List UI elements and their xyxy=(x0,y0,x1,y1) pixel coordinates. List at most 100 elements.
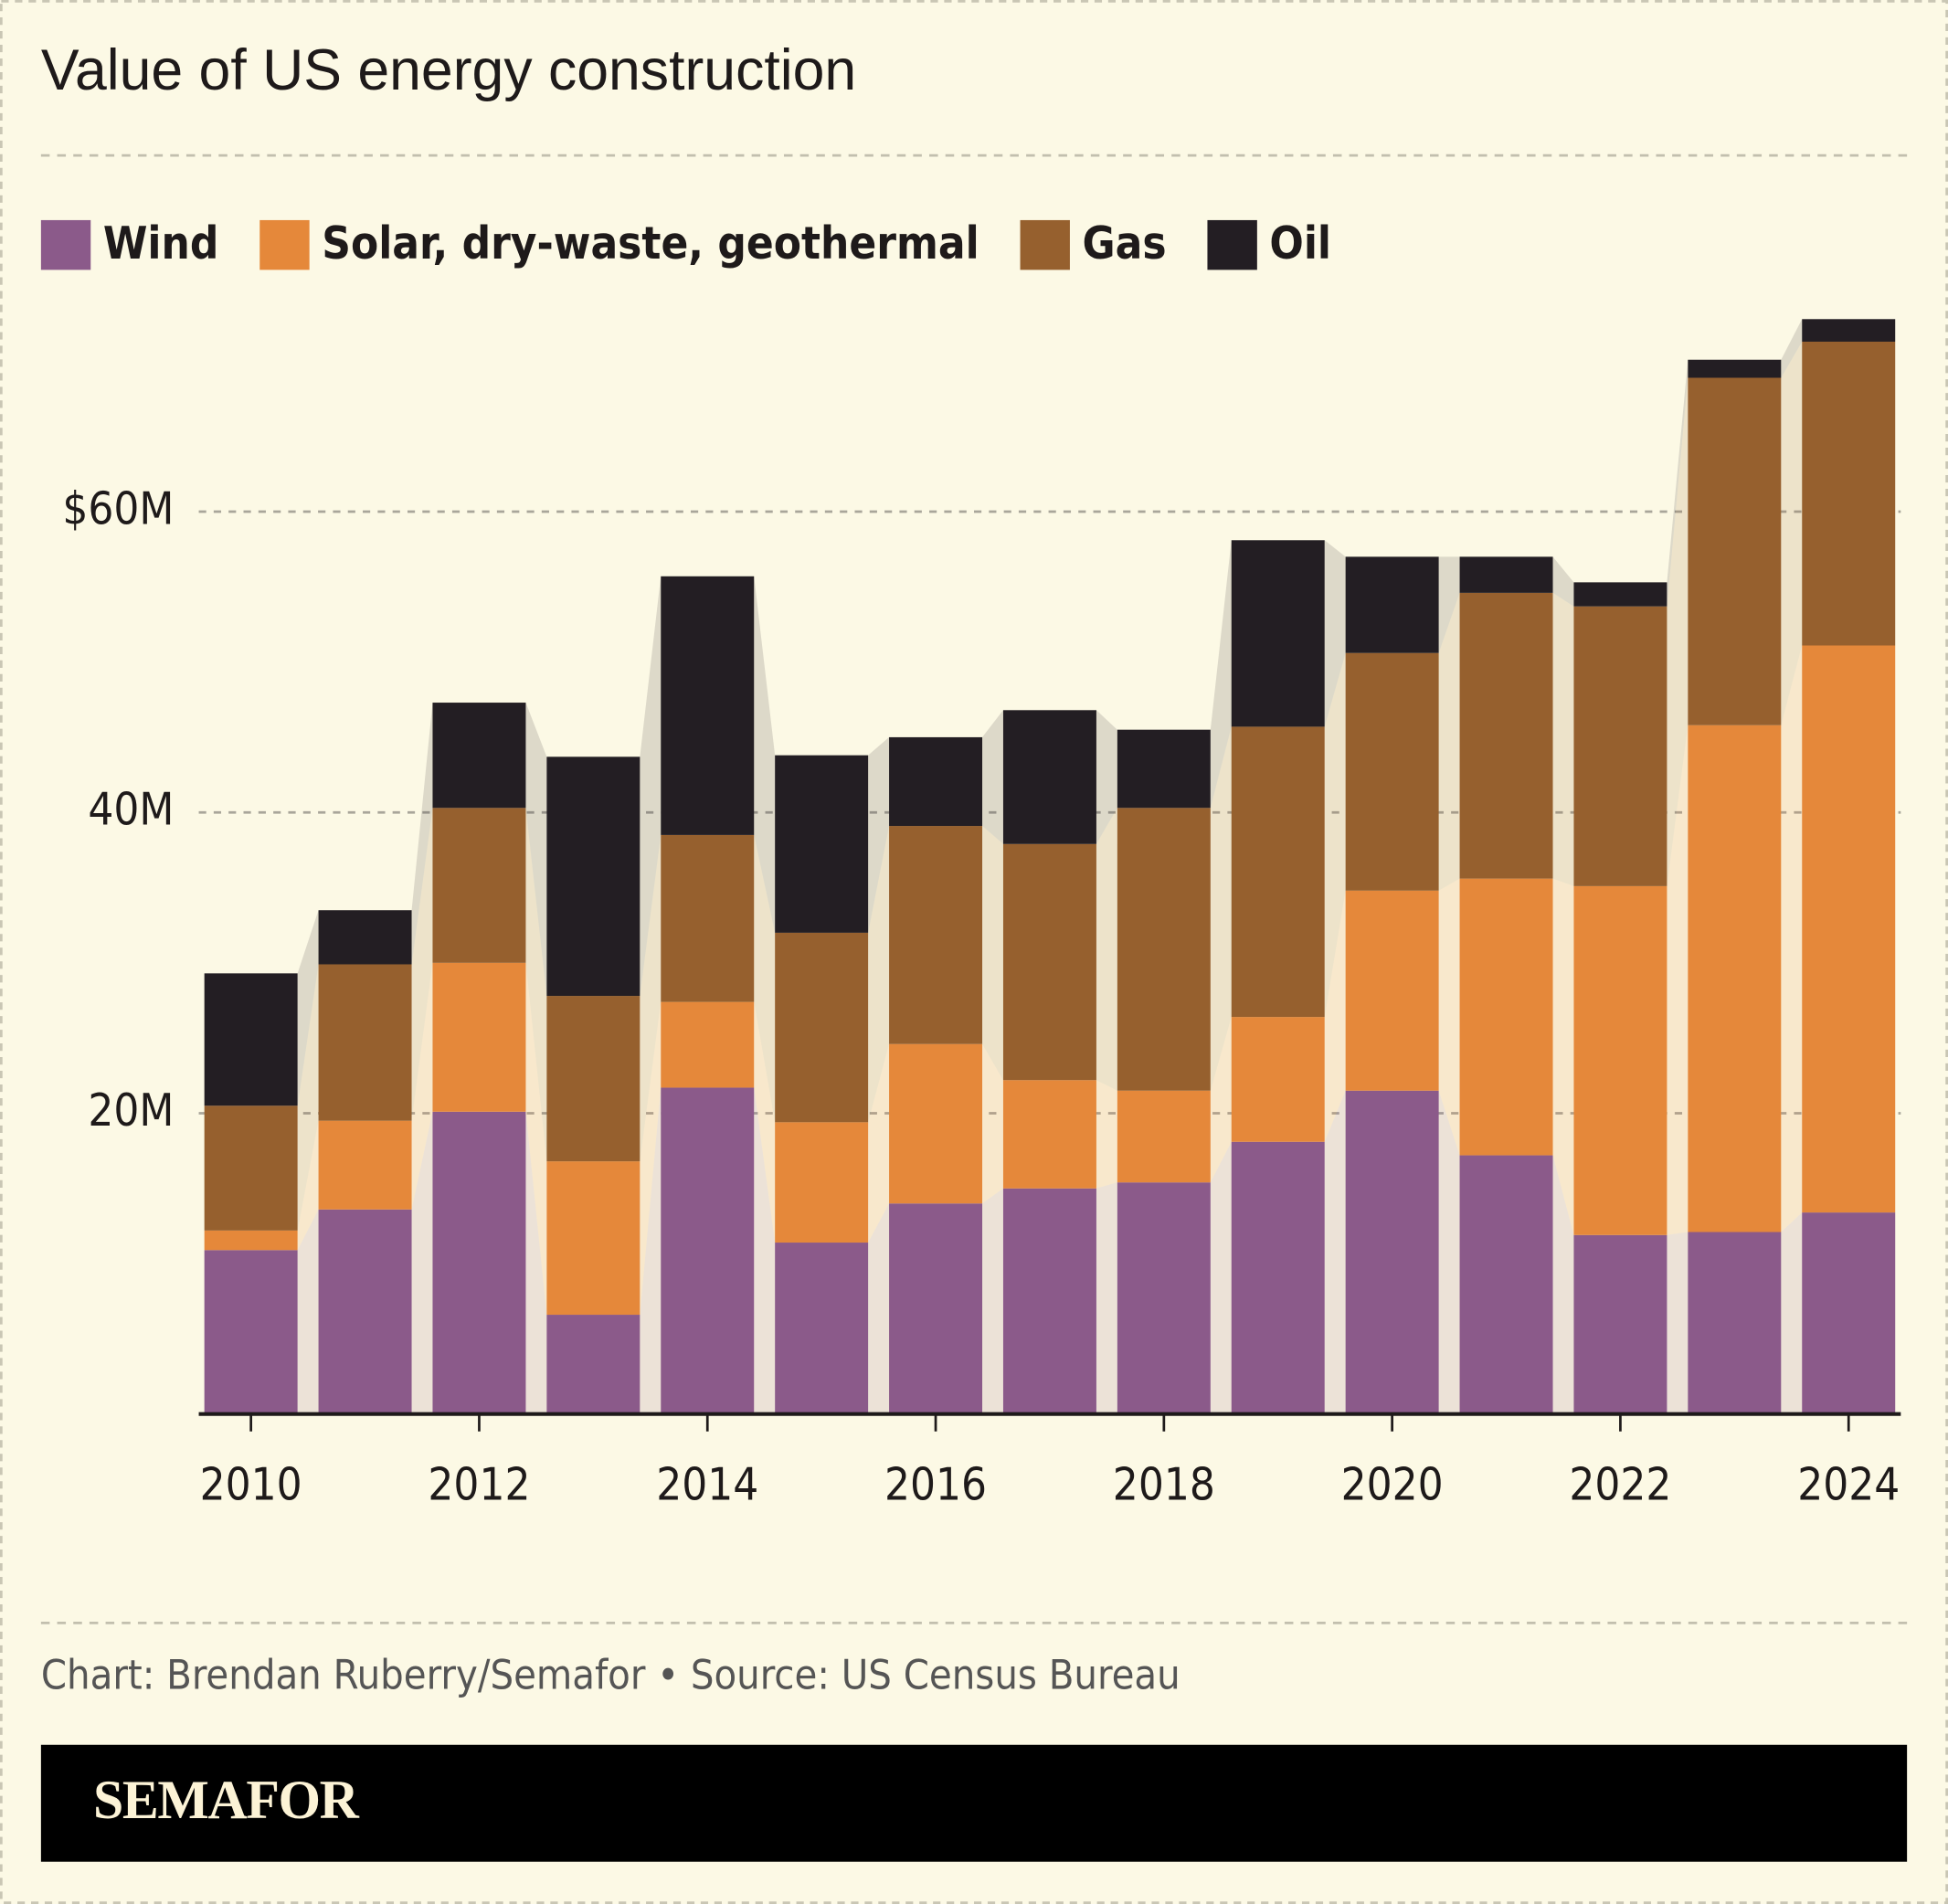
bar-segment xyxy=(1802,319,1896,342)
bar-segment xyxy=(204,1105,298,1231)
source-note: Chart: Brendan Ruberry/Semafor • Source:… xyxy=(41,1650,1180,1698)
bar-segment xyxy=(775,755,869,933)
legend-swatch xyxy=(1207,219,1257,270)
x-tick-label: 2010 xyxy=(200,1458,302,1510)
connector xyxy=(1781,319,1803,378)
connector xyxy=(1210,1017,1232,1183)
bar-segment xyxy=(1459,878,1553,1156)
connector xyxy=(525,703,547,997)
bar-segment xyxy=(1573,885,1667,1235)
connector xyxy=(1324,540,1346,727)
bar-segment xyxy=(1459,1155,1553,1414)
y-tick-label: 20M xyxy=(88,1084,174,1137)
bar-segment xyxy=(775,1243,869,1414)
connector xyxy=(982,1043,1003,1204)
brand-logo: SEMAFOR xyxy=(93,1770,360,1830)
connector xyxy=(868,1203,890,1414)
bar-segment xyxy=(432,808,526,963)
connector xyxy=(982,826,1003,1081)
connector xyxy=(754,1087,776,1414)
bar-segment xyxy=(1002,710,1096,844)
connector xyxy=(1324,890,1346,1142)
connector xyxy=(640,834,662,1162)
connector xyxy=(868,1043,890,1243)
connector xyxy=(411,808,433,1121)
bar-segment xyxy=(1345,652,1439,891)
bar-segment xyxy=(546,1315,641,1414)
connector xyxy=(1438,556,1460,653)
bar-segment xyxy=(432,962,526,1112)
legend-label: Wind xyxy=(103,217,219,270)
x-tick-label: 2016 xyxy=(884,1458,987,1510)
legend-swatch xyxy=(40,219,91,270)
bar-segment xyxy=(889,736,983,827)
legend-swatch xyxy=(259,219,310,270)
bar-segment xyxy=(318,1209,412,1414)
bar-segment xyxy=(318,910,412,965)
connector xyxy=(1552,878,1574,1235)
x-tick-label: 2012 xyxy=(428,1458,530,1510)
connector xyxy=(1781,1212,1803,1414)
chart-title: Value of US energy construction xyxy=(41,38,856,102)
connector xyxy=(411,1111,433,1414)
bar-segment xyxy=(432,1111,526,1414)
bar-segment xyxy=(661,1087,755,1414)
bar-segment xyxy=(1117,729,1211,809)
connector xyxy=(297,964,319,1231)
connector xyxy=(754,576,776,933)
bar-segment xyxy=(1688,1232,1782,1414)
connector xyxy=(1552,1155,1574,1414)
connector xyxy=(525,808,547,1162)
plot-area: 20M 40M $60M 2010 2012 2014 2016 2018 2020 2022 20… xyxy=(62,319,1901,1511)
bar-segment xyxy=(546,756,641,997)
bar-segment xyxy=(775,932,869,1123)
bar-segment xyxy=(889,826,983,1044)
x-tick-label: 2014 xyxy=(656,1458,758,1510)
bar-segment xyxy=(889,1203,983,1414)
connector xyxy=(1552,592,1574,886)
connector xyxy=(525,1111,547,1414)
bar-segment xyxy=(1117,808,1211,1091)
bar-segment xyxy=(204,1230,298,1251)
bar-segment xyxy=(661,1001,755,1088)
bar-segment xyxy=(661,834,755,1002)
connector xyxy=(1324,652,1346,1018)
connector xyxy=(411,962,433,1210)
bar-segment xyxy=(318,1120,412,1210)
x-tick-label: 2018 xyxy=(1113,1458,1215,1510)
connector xyxy=(1096,710,1117,844)
connector xyxy=(1210,540,1232,809)
legend: Wind Solar, dry-waste, geothermal Gas Oil xyxy=(40,217,1331,270)
bar-segment xyxy=(1231,540,1325,727)
y-tick-label: 40M xyxy=(88,784,174,836)
connector xyxy=(640,1001,662,1316)
connector xyxy=(1096,808,1117,1091)
bar-segment xyxy=(1345,1090,1439,1414)
bar-segment xyxy=(1573,606,1667,886)
connector xyxy=(297,910,319,1106)
connector xyxy=(1667,359,1689,607)
bar-segment xyxy=(1459,592,1553,879)
connector xyxy=(868,736,890,933)
connector xyxy=(297,1209,319,1414)
bar-segment xyxy=(1345,556,1439,653)
bar-segment xyxy=(318,964,412,1121)
bar-segment xyxy=(1802,341,1896,646)
connector xyxy=(868,826,890,1123)
x-tick-label: 2024 xyxy=(1797,1458,1900,1510)
bar-segment xyxy=(661,576,755,835)
connector xyxy=(640,576,662,997)
connector xyxy=(1438,1090,1460,1414)
connector xyxy=(1438,592,1460,891)
legend-label: Oil xyxy=(1269,217,1331,270)
bar-segment xyxy=(889,1043,983,1204)
connector xyxy=(525,962,547,1316)
connector xyxy=(1096,1182,1117,1414)
bar-segment xyxy=(1002,1188,1096,1414)
connector xyxy=(1667,1232,1689,1414)
connector xyxy=(1667,377,1689,886)
bar-segment xyxy=(775,1122,869,1243)
bar-segment xyxy=(1345,890,1439,1091)
connector xyxy=(754,1001,776,1243)
